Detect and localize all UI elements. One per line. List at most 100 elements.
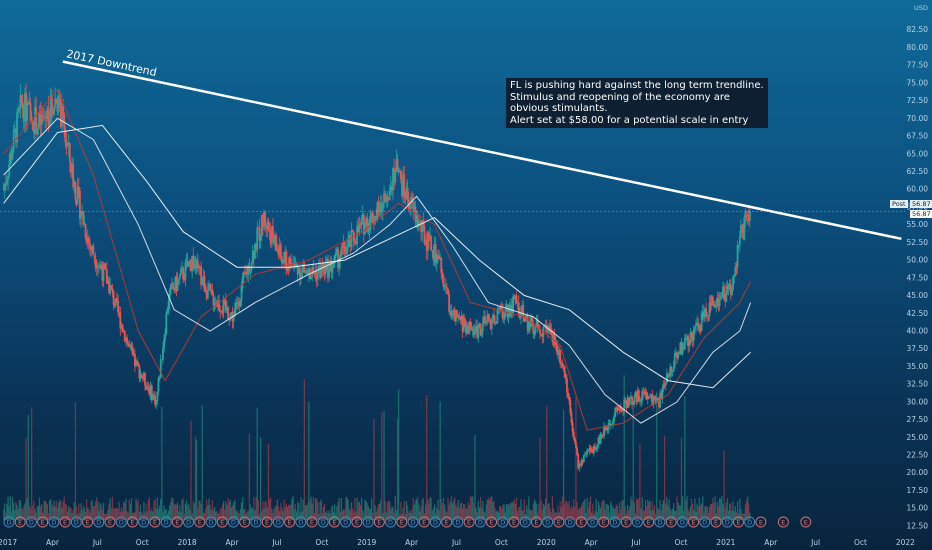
event-marker[interactable] — [587, 516, 599, 528]
event-marker[interactable] — [115, 516, 127, 528]
event-marker[interactable] — [194, 516, 206, 528]
event-marker[interactable] — [160, 516, 172, 528]
event-marker[interactable] — [564, 516, 576, 528]
event-marker[interactable] — [632, 516, 643, 528]
event-marker[interactable] — [227, 516, 239, 528]
event-marker[interactable] — [609, 516, 621, 528]
event-marker[interactable] — [553, 516, 565, 528]
event-marker[interactable] — [407, 516, 419, 528]
event-marker[interactable] — [306, 516, 318, 528]
volume-bar — [542, 503, 545, 520]
event-marker[interactable] — [126, 516, 138, 528]
event-marker[interactable] — [508, 516, 520, 528]
downtrend-line[interactable] — [62, 60, 902, 241]
event-marker[interactable] — [755, 516, 767, 528]
event-marker[interactable] — [777, 516, 789, 528]
event-marker[interactable] — [486, 516, 498, 528]
event-marker[interactable] — [418, 516, 430, 528]
event-marker[interactable] — [519, 516, 531, 528]
event-marker[interactable] — [272, 516, 284, 528]
event-marker[interactable] — [676, 516, 688, 528]
event-marker[interactable] — [183, 516, 194, 528]
event-marker[interactable] — [699, 516, 711, 528]
event-marker[interactable] — [351, 516, 363, 528]
event-marker[interactable] — [575, 516, 587, 528]
candle-body — [65, 142, 68, 147]
event-marker[interactable] — [710, 516, 722, 528]
event-marker[interactable] — [239, 516, 251, 528]
event-marker[interactable] — [497, 516, 509, 528]
event-marker[interactable] — [93, 516, 105, 528]
event-marker[interactable] — [654, 516, 666, 528]
event-marker[interactable] — [25, 516, 37, 528]
event-marker[interactable] — [688, 516, 700, 528]
event-marker[interactable] — [530, 516, 542, 528]
volume-bar — [674, 510, 676, 520]
event-marker[interactable] — [441, 516, 453, 528]
candle-body — [551, 334, 554, 342]
annotation-note[interactable]: FL is pushing hard against the long term… — [506, 78, 768, 128]
event-marker[interactable] — [474, 516, 486, 528]
volume-bar — [57, 502, 60, 520]
event-marker[interactable] — [104, 516, 116, 528]
event-marker-letter: D — [590, 518, 595, 526]
event-marker[interactable] — [284, 516, 295, 528]
trendline-group[interactable]: 2017 Downtrend — [0, 47, 905, 241]
event-marker[interactable] — [250, 516, 262, 528]
event-marker[interactable] — [261, 516, 273, 528]
volume-bar — [176, 502, 179, 520]
event-marker[interactable] — [171, 516, 183, 528]
event-marker[interactable] — [542, 516, 554, 528]
candle-body — [76, 186, 79, 204]
candle-body — [192, 255, 195, 269]
event-marker[interactable] — [328, 516, 340, 528]
post-price-tag: 56.87 — [910, 200, 932, 208]
event-marker[interactable] — [82, 516, 93, 528]
post-market-label: Post — [890, 200, 908, 208]
event-marker[interactable] — [37, 516, 49, 528]
event-marker[interactable] — [396, 516, 408, 528]
candle-body — [117, 301, 119, 313]
event-marker[interactable] — [373, 516, 385, 528]
event-marker[interactable] — [385, 516, 397, 528]
volume-bar — [505, 504, 507, 520]
volume-bar — [511, 502, 513, 520]
event-marker[interactable] — [744, 516, 756, 528]
candle-body — [378, 209, 381, 213]
event-marker[interactable] — [665, 516, 677, 528]
y-tick-label: 22.50 — [907, 451, 929, 460]
event-marker[interactable] — [3, 516, 15, 528]
event-marker[interactable] — [800, 516, 812, 528]
event-marker[interactable] — [620, 516, 632, 528]
event-marker[interactable] — [452, 516, 464, 528]
event-marker[interactable] — [598, 516, 610, 528]
event-marker[interactable] — [429, 516, 441, 528]
candle-body — [319, 265, 321, 278]
event-marker[interactable] — [643, 516, 655, 528]
event-marker[interactable] — [340, 516, 352, 528]
event-marker[interactable] — [138, 516, 150, 528]
event-marker[interactable] — [463, 516, 475, 528]
event-marker[interactable] — [216, 516, 228, 528]
volume-bar — [282, 511, 284, 520]
candle-body — [316, 270, 319, 280]
event-marker[interactable] — [70, 516, 82, 528]
volume-bar — [209, 504, 211, 520]
event-marker-letter: E — [85, 518, 89, 526]
event-marker[interactable] — [205, 516, 217, 528]
candle-body — [694, 326, 696, 329]
event-marker[interactable] — [59, 516, 71, 528]
candle-body — [366, 218, 369, 233]
event-marker[interactable] — [48, 516, 60, 528]
event-marker[interactable] — [362, 516, 374, 528]
event-marker[interactable] — [317, 516, 329, 528]
event-marker[interactable] — [295, 516, 307, 528]
event-marker[interactable] — [721, 516, 733, 528]
event-marker[interactable] — [14, 516, 26, 528]
event-marker[interactable] — [733, 516, 744, 528]
event-marker[interactable] — [149, 516, 161, 528]
volume-bar — [220, 508, 222, 520]
